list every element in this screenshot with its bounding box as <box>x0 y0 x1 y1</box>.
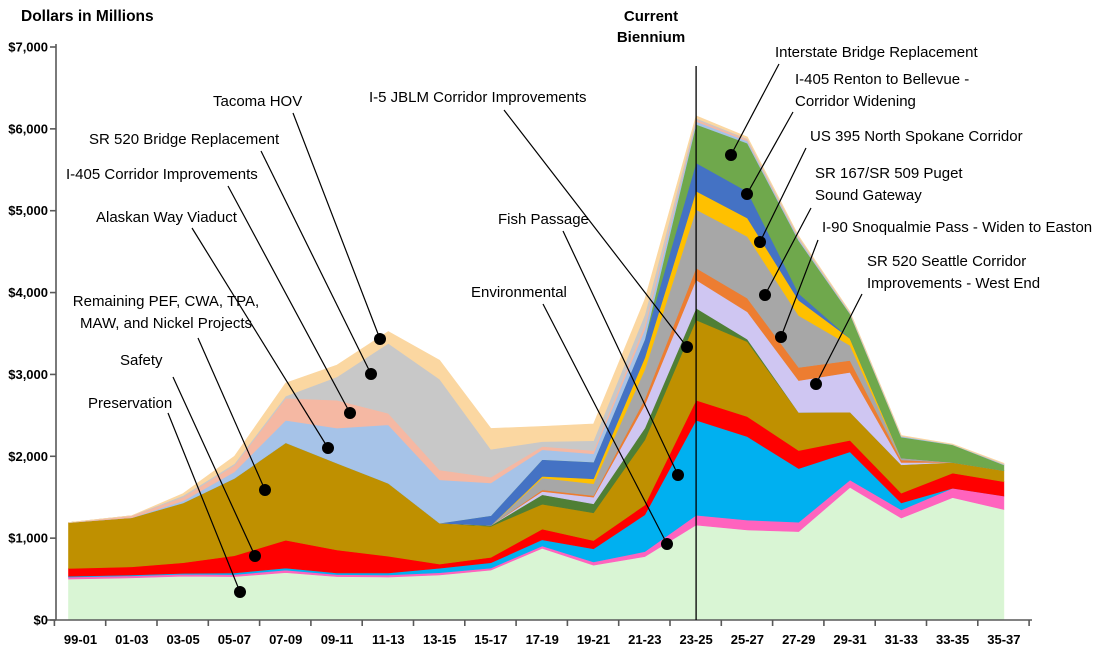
annotation-leader <box>746 111 794 195</box>
x-tick-label: 09-11 <box>321 632 354 647</box>
x-tick-label: 05-07 <box>218 632 251 647</box>
x-tick-label: 29-31 <box>833 632 866 647</box>
annotation-leader <box>292 112 381 340</box>
annotation-dot <box>759 289 771 301</box>
y-tick-label: $7,000 <box>8 40 48 55</box>
annotation-leader <box>197 337 266 491</box>
annotation-dot <box>754 236 766 248</box>
annotation-label: SR 520 Seattle Corridor <box>867 253 1026 270</box>
annotation-label: Safety <box>120 352 163 369</box>
x-tick-label: 19-21 <box>577 632 610 647</box>
x-tick-label: 27-29 <box>782 632 815 647</box>
annotation-leader <box>764 207 812 296</box>
annotation-leader <box>227 185 351 414</box>
x-tick-label: 25-27 <box>731 632 764 647</box>
y-tick-label: $6,000 <box>8 121 48 136</box>
current-biennium-line2: Biennium <box>616 29 686 46</box>
band-tacoma-hov <box>68 115 1005 523</box>
annotation-label: I-405 Renton to Bellevue - <box>795 71 969 88</box>
current-biennium-line1: Current <box>623 8 679 25</box>
x-tick-label: 13-15 <box>423 632 456 647</box>
annotation-leader <box>562 230 679 476</box>
annotation-label: Improvements - West End <box>867 275 1040 292</box>
annotation-label: Remaining PEF, CWA, TPA, <box>73 293 259 310</box>
annotation-label: US 395 North Spokane Corridor <box>810 128 1023 145</box>
annotation-dot <box>234 586 246 598</box>
annotation-label: Preservation <box>88 395 172 412</box>
y-tick-label: $5,000 <box>8 203 48 218</box>
x-tick-label: 11-13 <box>372 632 405 647</box>
x-tick-label: 17-19 <box>526 632 559 647</box>
annotation-label: Corridor Widening <box>795 93 916 110</box>
annotation-leader <box>815 293 863 385</box>
annotation-leader <box>260 150 372 375</box>
annotation-leader <box>542 303 668 545</box>
y-tick-label: $1,000 <box>8 531 48 546</box>
annotation-label: SR 520 Bridge Replacement <box>89 131 280 148</box>
annotation-leader <box>759 147 807 243</box>
annotation-dot <box>374 333 386 345</box>
annotation-label: Interstate Bridge Replacement <box>775 44 978 61</box>
annotation-dot <box>725 149 737 161</box>
x-tick-label: 35-37 <box>987 632 1020 647</box>
y-tick-label: $0 <box>34 613 48 628</box>
chart-title: Dollars in Millions <box>21 8 154 25</box>
annotation-label: Alaskan Way Viaduct <box>96 209 238 226</box>
annotation-dot <box>810 378 822 390</box>
x-tick-label: 33-35 <box>936 632 969 647</box>
annotation-dot <box>775 331 787 343</box>
annotation-dot <box>672 469 684 481</box>
annotation-leader <box>503 109 688 348</box>
current-biennium-label: Current Biennium <box>588 6 714 48</box>
annotation-leader <box>191 227 329 449</box>
y-tick-label: $2,000 <box>8 449 48 464</box>
annotation-label: SR 167/SR 509 Puget <box>815 165 963 182</box>
x-tick-label: 21-23 <box>628 632 661 647</box>
annotation-dot <box>681 341 693 353</box>
annotation-label: I-405 Corridor Improvements <box>66 166 258 183</box>
annotation-dot <box>365 368 377 380</box>
x-tick-label: 01-03 <box>115 632 148 647</box>
annotation-label: Sound Gateway <box>815 187 922 204</box>
annotation-leader <box>172 376 256 557</box>
annotation-label: MAW, and Nickel Projects <box>80 315 252 332</box>
y-tick-label: $4,000 <box>8 285 48 300</box>
x-tick-label: 99-01 <box>64 632 97 647</box>
annotation-label: Environmental <box>471 284 567 301</box>
annotation-label: Tacoma HOV <box>213 93 302 110</box>
annotation-leader <box>730 63 780 156</box>
annotation-dot <box>741 188 753 200</box>
annotation-label: Fish Passage <box>498 211 589 228</box>
x-tick-label: 23-25 <box>679 632 712 647</box>
annotation-dot <box>344 407 356 419</box>
annotation-dot <box>249 550 261 562</box>
x-tick-label: 03-05 <box>166 632 199 647</box>
annotation-leader <box>780 239 819 338</box>
annotation-label: I-90 Snoqualmie Pass - Widen to Easton <box>822 219 1092 236</box>
annotation-dot <box>661 538 673 550</box>
annotation-dot <box>322 442 334 454</box>
annotation-label: I-5 JBLM Corridor Improvements <box>369 89 587 106</box>
annotation-leader <box>167 412 241 593</box>
annotation-dot <box>259 484 271 496</box>
y-tick-label: $3,000 <box>8 367 48 382</box>
x-tick-label: 15-17 <box>474 632 507 647</box>
axes <box>46 44 1032 626</box>
x-tick-label: 07-09 <box>269 632 302 647</box>
x-tick-label: 31-33 <box>885 632 918 647</box>
